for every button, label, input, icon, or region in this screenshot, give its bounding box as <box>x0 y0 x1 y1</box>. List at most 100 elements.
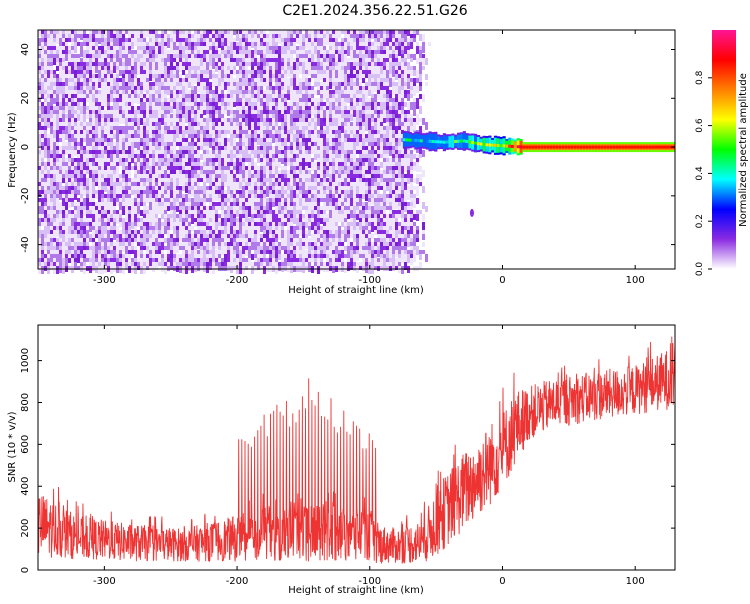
spectrogram-cell <box>155 110 158 117</box>
spectrogram-cell <box>251 58 254 62</box>
spectrogram-cell <box>284 54 287 59</box>
spectrogram-cell <box>95 158 98 165</box>
spectrogram-cell <box>263 198 266 205</box>
spectrogram-cell <box>74 170 77 175</box>
spectrogram-cell <box>146 246 149 252</box>
spectrogram-cell <box>155 46 158 53</box>
spectrogram-cell <box>284 70 287 74</box>
spectrogram-cell <box>131 70 134 74</box>
spectrogram-cell <box>161 106 164 110</box>
spectrogram-cell <box>227 186 230 191</box>
spectrogram-cell <box>50 102 53 106</box>
spectrogram-cell <box>116 218 119 224</box>
spectrogram-cell <box>281 42 284 46</box>
spectrogram-cell <box>290 162 293 168</box>
spectrogram-cell <box>152 54 155 60</box>
spectrogram-cell <box>194 90 197 94</box>
spectrogram-cell <box>191 190 194 197</box>
spectrogram-cell <box>107 34 110 42</box>
spectrogram-cell <box>173 66 176 72</box>
spectrogram-cell <box>62 250 65 257</box>
spectrogram-cell <box>296 218 299 223</box>
spectrogram-cell <box>128 262 131 267</box>
spectrogram-cell <box>155 206 158 211</box>
spectrogram-cell <box>203 126 206 132</box>
spectrogram-cell <box>128 198 131 205</box>
spectrogram-cell <box>95 146 98 153</box>
spectrogram-cell <box>59 162 62 168</box>
spectrogram-cell <box>125 238 128 245</box>
spectrogram-cell <box>290 74 293 79</box>
spectrogram-cell <box>77 162 80 166</box>
spectrogram-cell <box>41 158 44 162</box>
spectrogram-cell <box>278 162 281 168</box>
spectrogram-cell <box>269 54 272 60</box>
spectrogram-cell <box>224 178 227 182</box>
spectrogram-cell <box>119 46 122 53</box>
spectrogram-cell <box>44 218 47 222</box>
spectrogram-cell <box>269 246 272 252</box>
spectrogram-cell <box>206 30 209 37</box>
spectrogram-cell <box>248 50 251 56</box>
spectrogram-cell <box>176 158 179 165</box>
spectrogram-cell <box>233 262 236 266</box>
spectrogram-cell <box>281 142 284 148</box>
spectrogram-cell <box>203 162 206 169</box>
spectrogram-cell <box>182 154 185 158</box>
spectrogram-cell <box>227 214 230 220</box>
spectrogram-cell <box>122 254 125 258</box>
spectrogram-cell <box>113 98 116 104</box>
spectrogram-cell <box>233 102 236 107</box>
spectrogram-cell <box>50 214 53 218</box>
spectrogram-cell <box>107 178 110 183</box>
spectrogram-cell <box>155 50 158 55</box>
spectrogram-cell <box>71 198 74 202</box>
spectrogram-cell <box>134 194 137 198</box>
spectrogram-cell <box>167 58 170 64</box>
spectrogram-cell <box>161 46 164 52</box>
spectrogram-cell <box>248 94 251 99</box>
spectrogram-cell <box>203 90 206 94</box>
spectrogram-cell <box>248 202 251 206</box>
spectrogram-cell <box>185 146 188 152</box>
spectrogram-cell <box>101 62 104 69</box>
spectrogram-cell <box>65 42 68 49</box>
spectrogram-cell <box>227 250 230 257</box>
spectrogram-cell <box>65 70 68 77</box>
spectrogram-cell <box>110 258 113 263</box>
spectrogram-cell <box>92 214 95 219</box>
spectrogram-cell <box>65 54 68 61</box>
spectrogram-cell <box>41 210 44 217</box>
spectrogram-cell <box>149 38 152 45</box>
spectrogram-cell <box>278 182 281 189</box>
spectrogram-cell <box>230 106 233 112</box>
spectrogram-cell <box>287 94 290 100</box>
spectrogram-cell <box>251 174 254 179</box>
spectrogram-cell <box>83 254 86 259</box>
spectrogram-cell <box>248 86 251 91</box>
spectrogram-cell <box>137 90 140 97</box>
spectrogram-cell <box>158 170 161 174</box>
spectrogram-cell <box>104 226 107 230</box>
spectrogram-cell <box>47 34 50 38</box>
spectrogram-cell <box>239 202 242 208</box>
spectrogram-cell <box>197 146 200 153</box>
spectrogram-cell <box>128 50 131 54</box>
spectrogram-cell <box>104 122 107 129</box>
spectrogram-cell <box>272 130 275 136</box>
spectrogram-cell <box>260 94 263 101</box>
spectrogram-cell <box>218 86 221 91</box>
spectrogram-cell <box>170 106 173 113</box>
spectrogram-cell <box>287 78 290 83</box>
spectrogram-cell <box>284 238 287 245</box>
spectrogram-cell <box>62 114 65 119</box>
spectrogram-cell <box>95 94 98 100</box>
spectrogram-cell <box>197 78 200 82</box>
spectrogram-cell <box>263 258 266 262</box>
spectrogram-cell <box>155 154 158 160</box>
spectrogram-cell <box>242 150 245 157</box>
spectrogram-cell <box>242 170 245 177</box>
spectrogram-cell <box>203 102 206 109</box>
spectrogram-cell <box>263 70 266 74</box>
spectrogram-cell <box>164 174 167 181</box>
